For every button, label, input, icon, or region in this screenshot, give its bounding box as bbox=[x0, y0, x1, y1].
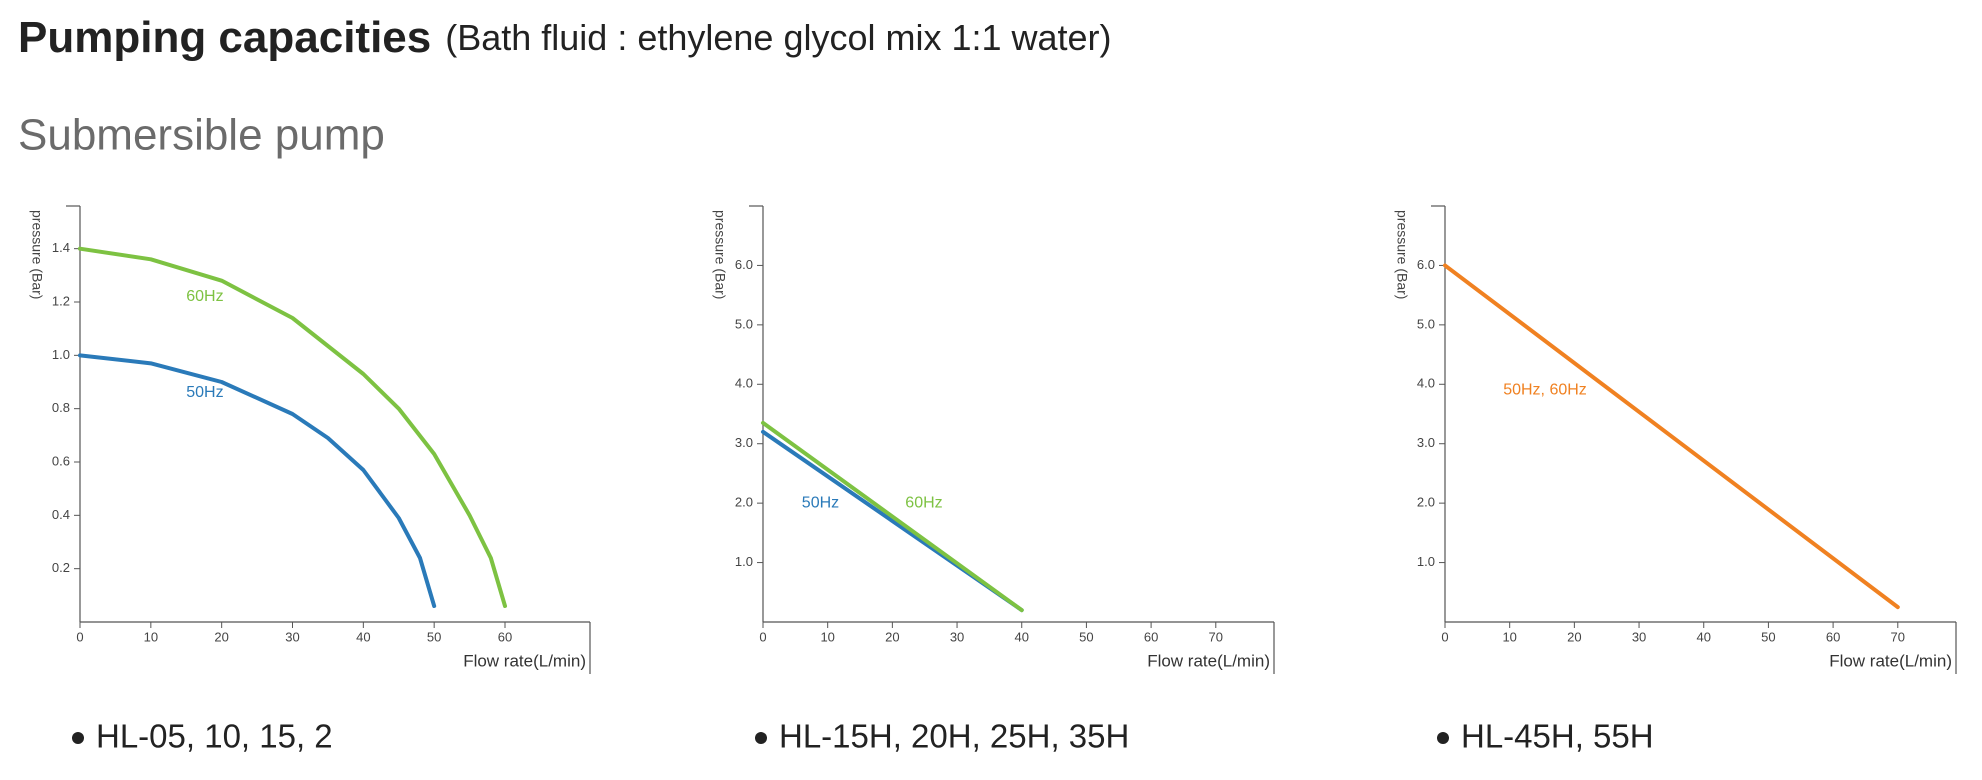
x-tick-label: 70 bbox=[1891, 629, 1905, 644]
x-axis-label: Flow rate(L/min) bbox=[463, 651, 586, 670]
y-tick-label: 6.0 bbox=[1417, 257, 1435, 272]
caption: HL-15H, 20H, 25H, 35H bbox=[779, 718, 1129, 755]
x-tick-label: 0 bbox=[759, 629, 766, 644]
series-line bbox=[761, 420, 1024, 613]
x-tick-label: 40 bbox=[356, 629, 370, 644]
y-tick-label: 2.0 bbox=[735, 495, 753, 510]
x-tick-label: 60 bbox=[1826, 629, 1840, 644]
x-tick-label: 10 bbox=[1502, 629, 1516, 644]
series-label: 50Hz bbox=[186, 384, 223, 401]
x-tick-label: 50 bbox=[1079, 629, 1093, 644]
x-tick-label: 50 bbox=[1761, 629, 1775, 644]
y-tick-label: 4.0 bbox=[735, 376, 753, 391]
y-axis-label: pressure (Bar) bbox=[29, 210, 45, 299]
y-tick-label: 4.0 bbox=[1417, 376, 1435, 391]
y-axis-label: pressure (Bar) bbox=[712, 210, 728, 299]
y-tick-label: 1.2 bbox=[52, 293, 70, 308]
x-tick-label: 50 bbox=[427, 629, 441, 644]
x-tick-label: 40 bbox=[1696, 629, 1710, 644]
x-tick-label: 20 bbox=[214, 629, 228, 644]
caption: HL-05, 10, 15, 2 bbox=[96, 718, 333, 755]
y-tick-label: 3.0 bbox=[1417, 435, 1435, 450]
y-tick-label: 3.0 bbox=[735, 435, 753, 450]
y-tick-label: 0.2 bbox=[52, 560, 70, 575]
bullet bbox=[1437, 732, 1449, 744]
title-note: (Bath fluid : ethylene glycol mix 1:1 wa… bbox=[445, 17, 1111, 58]
x-axis-label: Flow rate(L/min) bbox=[1829, 651, 1952, 670]
y-tick-label: 5.0 bbox=[735, 316, 753, 331]
bullet bbox=[755, 732, 767, 744]
section-title: Submersible pump bbox=[18, 111, 385, 160]
y-tick-label: 1.0 bbox=[52, 347, 70, 362]
y-tick-label: 0.4 bbox=[52, 507, 70, 522]
x-tick-label: 10 bbox=[144, 629, 158, 644]
bullet bbox=[72, 732, 84, 744]
x-tick-label: 10 bbox=[820, 629, 834, 644]
caption: HL-45H, 55H bbox=[1461, 718, 1654, 755]
y-axis-label: pressure (Bar) bbox=[1394, 210, 1410, 299]
page-title: Pumping capacities (Bath fluid : ethylene… bbox=[18, 13, 1112, 62]
x-tick-label: 70 bbox=[1209, 629, 1223, 644]
y-tick-label: 5.0 bbox=[1417, 316, 1435, 331]
x-tick-label: 30 bbox=[1632, 629, 1646, 644]
series-label: 50Hz bbox=[802, 494, 839, 511]
series-line bbox=[1443, 263, 1900, 610]
series-label: 60Hz bbox=[905, 494, 942, 511]
y-tick-label: 1.0 bbox=[735, 554, 753, 569]
x-tick-label: 60 bbox=[498, 629, 512, 644]
x-tick-label: 0 bbox=[1441, 629, 1448, 644]
x-tick-label: 0 bbox=[76, 629, 83, 644]
x-tick-label: 20 bbox=[1567, 629, 1581, 644]
y-tick-label: 2.0 bbox=[1417, 495, 1435, 510]
series-line bbox=[78, 246, 507, 608]
x-tick-label: 60 bbox=[1144, 629, 1158, 644]
y-tick-label: 0.6 bbox=[52, 453, 70, 468]
y-tick-label: 1.0 bbox=[1417, 554, 1435, 569]
series-label: 60Hz bbox=[186, 288, 223, 305]
series-line bbox=[78, 353, 437, 608]
x-tick-label: 20 bbox=[885, 629, 899, 644]
series-label: 50Hz, 60Hz bbox=[1503, 381, 1587, 398]
y-tick-label: 6.0 bbox=[735, 257, 753, 272]
title: Pumping capacities bbox=[18, 13, 431, 62]
x-tick-label: 40 bbox=[1014, 629, 1028, 644]
x-tick-label: 30 bbox=[950, 629, 964, 644]
y-tick-label: 0.8 bbox=[52, 400, 70, 415]
x-axis-label: Flow rate(L/min) bbox=[1147, 651, 1270, 670]
y-tick-label: 1.4 bbox=[52, 240, 70, 255]
x-tick-label: 30 bbox=[285, 629, 299, 644]
